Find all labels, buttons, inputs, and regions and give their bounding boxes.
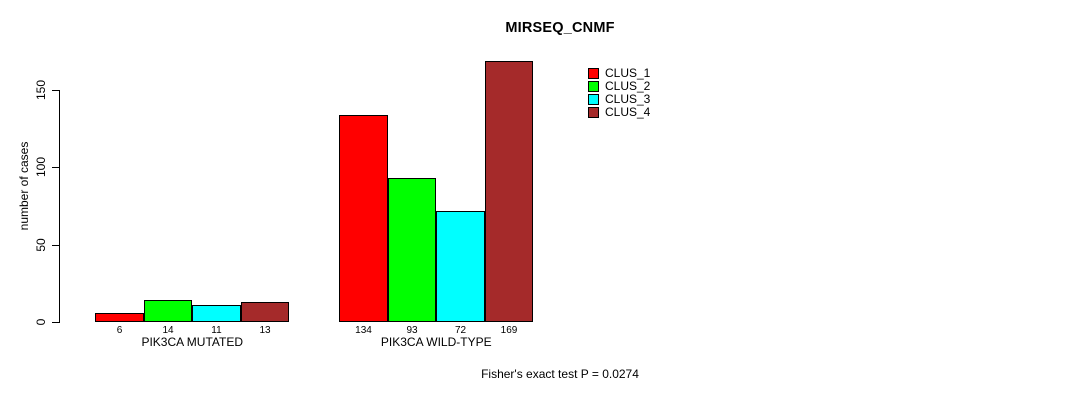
group-label-pik3ca-wild-type: PIK3CA WILD-TYPE xyxy=(380,335,492,349)
legend-label-clus-1: CLUS_1 xyxy=(605,66,651,80)
legend-row-clus-3: CLUS_3 xyxy=(588,93,650,105)
bar-value-clus-1-pik3ca-mutated: 6 xyxy=(116,324,123,336)
bar-clus-4-pik3ca-wild-type xyxy=(484,60,534,322)
bar-value-clus-2-pik3ca-wild-type: 93 xyxy=(406,324,418,336)
chart-title: MIRSEQ_CNMF xyxy=(505,20,615,36)
bar-clus-1-pik3ca-mutated xyxy=(95,312,144,322)
y-tick-mark-0 xyxy=(52,322,59,323)
bar-value-clus-4-pik3ca-mutated: 13 xyxy=(259,324,271,336)
group-label-pik3ca-mutated: PIK3CA MUTATED xyxy=(141,335,244,349)
y-axis-line xyxy=(59,90,60,323)
bar-value-clus-3-pik3ca-mutated: 11 xyxy=(211,324,222,336)
bar-value-clus-1-pik3ca-wild-type: 134 xyxy=(355,324,372,336)
y-axis-title: number of cases xyxy=(17,141,31,231)
fisher-test-annotation: Fisher's exact test P = 0.0274 xyxy=(481,367,639,381)
y-tick-label-150: 150 xyxy=(34,79,48,101)
bar-value-clus-2-pik3ca-mutated: 14 xyxy=(162,324,174,336)
bar-value-clus-3-pik3ca-wild-type: 72 xyxy=(454,324,467,336)
legend-row-clus-1: CLUS_1 xyxy=(588,67,650,79)
bar-clus-3-pik3ca-mutated xyxy=(192,304,241,322)
y-tick-label-100: 100 xyxy=(34,157,48,178)
y-tick-label-0: 0 xyxy=(34,318,48,326)
bar-clus-2-pik3ca-mutated xyxy=(143,300,193,322)
legend-row-clus-4: CLUS_4 xyxy=(588,106,650,118)
legend-row-clus-2: CLUS_2 xyxy=(588,80,650,92)
legend-label-clus-4: CLUS_4 xyxy=(605,105,651,119)
legend-swatch-clus-4 xyxy=(588,106,599,118)
y-tick-mark-100 xyxy=(52,167,59,168)
legend-label-clus-2: CLUS_2 xyxy=(605,79,651,93)
bar-clus-2-pik3ca-wild-type xyxy=(387,178,437,322)
y-tick-label-50: 50 xyxy=(34,237,48,252)
legend-swatch-clus-1 xyxy=(588,67,599,79)
y-tick-mark-150 xyxy=(52,90,59,91)
legend-label-clus-3: CLUS_3 xyxy=(605,92,651,106)
legend: CLUS_1 CLUS_2 CLUS_3 CLUS_4 xyxy=(588,67,650,119)
legend-swatch-clus-3 xyxy=(588,93,599,105)
bar-value-clus-4-pik3ca-wild-type: 169 xyxy=(500,324,518,336)
bar-clus-1-pik3ca-wild-type xyxy=(339,114,388,322)
legend-swatch-clus-2 xyxy=(588,80,599,92)
bar-clus-3-pik3ca-wild-type xyxy=(436,210,485,322)
bar-clus-4-pik3ca-mutated xyxy=(240,301,290,322)
y-tick-mark-50 xyxy=(52,245,59,246)
